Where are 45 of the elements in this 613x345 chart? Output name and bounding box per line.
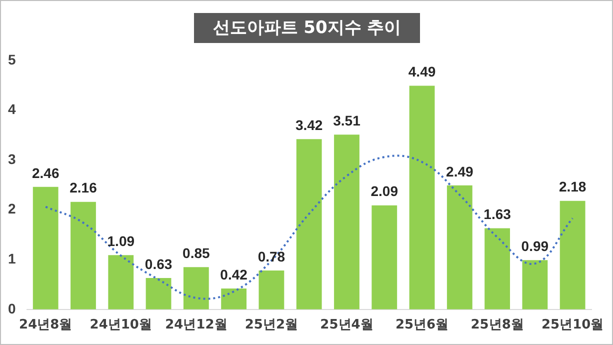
bar — [32, 186, 58, 310]
bar — [522, 260, 548, 310]
y-tick-label: 5 — [8, 51, 16, 68]
chart-title: 선도아파트 50지수 추이 — [194, 13, 420, 43]
data-label: 3.51 — [333, 112, 361, 128]
data-label: 1.63 — [484, 206, 512, 222]
bar — [70, 202, 96, 310]
bar — [560, 200, 586, 310]
y-tick-label: 2 — [8, 200, 16, 217]
y-tick-label: 0 — [8, 300, 16, 316]
bar — [183, 267, 209, 310]
data-label: 2.09 — [370, 183, 398, 200]
y-tick-label: 3 — [8, 150, 16, 167]
y-tick-label: 1 — [8, 250, 16, 266]
bar — [484, 228, 510, 310]
data-label: 2.46 — [32, 164, 60, 181]
bar — [108, 255, 134, 310]
data-label: 2.16 — [70, 180, 98, 196]
bar — [221, 288, 247, 310]
x-tick-label: 25년6월 — [395, 318, 449, 333]
x-tick-label: 25년10월 — [541, 318, 604, 333]
data-label: 0.78 — [258, 248, 286, 264]
bar — [372, 205, 398, 310]
y-tick-label: 4 — [8, 101, 16, 118]
data-label: 0.63 — [144, 256, 172, 272]
data-label: 2.18 — [558, 178, 586, 195]
bar — [409, 86, 435, 310]
data-label: 1.09 — [107, 232, 135, 249]
x-tick-label: 25년4월 — [320, 318, 374, 333]
bar — [146, 278, 172, 310]
data-label: 0.99 — [521, 238, 549, 254]
x-tick-label: 25년8월 — [470, 318, 524, 333]
data-label: 4.49 — [408, 64, 436, 80]
bar — [296, 139, 322, 310]
x-tick-label: 24년10월 — [90, 318, 152, 333]
bar — [446, 185, 472, 310]
data-label: 3.42 — [295, 116, 323, 133]
data-label: 0.85 — [182, 244, 210, 261]
bar — [258, 270, 284, 310]
bar — [334, 134, 360, 310]
data-label: 2.49 — [446, 163, 474, 180]
x-tick-label: 25년2월 — [244, 318, 298, 333]
data-label: 0.42 — [220, 266, 248, 282]
x-tick-label: 24년8월 — [19, 318, 72, 333]
x-tick-label: 24년12월 — [165, 318, 228, 333]
